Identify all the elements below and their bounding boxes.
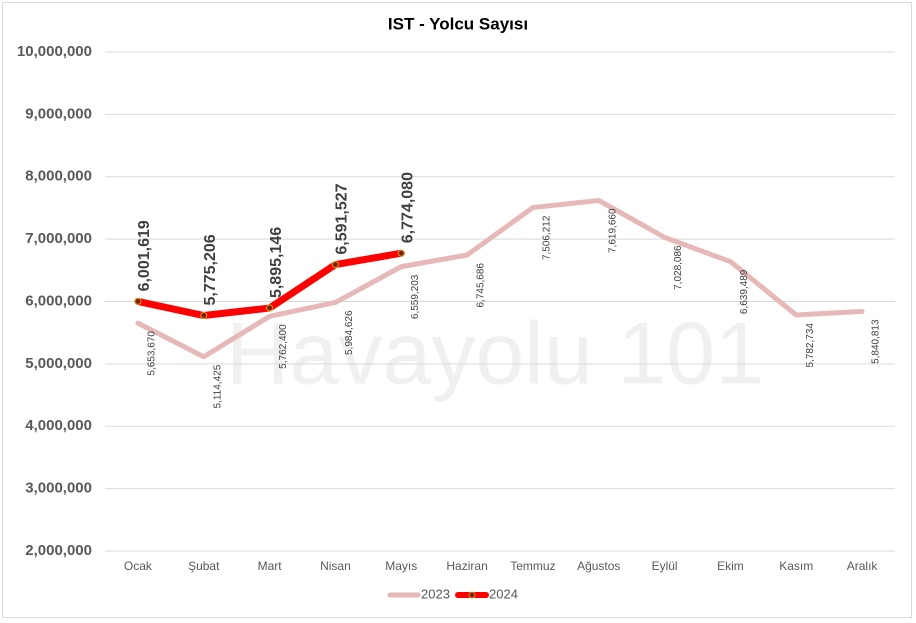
data-label: 6,639,489 [739,269,750,314]
data-label: 5,762,400 [278,324,289,369]
y-tick-label: 3,000,000 [25,480,92,497]
data-label: 6,774,080 [399,172,416,243]
y-tick-label: 8,000,000 [25,168,92,185]
data-label: 6,591,527 [334,183,351,254]
point-marker [200,312,208,320]
x-tick-label: Nisan [320,559,351,573]
point-marker [134,297,142,305]
x-tick-label: Ocak [124,559,153,573]
data-label: 5,775,206 [202,234,219,305]
y-tick-label: 4,000,000 [25,417,92,434]
x-tick-label: Temmuz [510,559,555,573]
data-label: 7,028,086 [673,245,684,290]
x-tick-label: Haziran [446,559,487,573]
point-marker [397,249,405,257]
x-tick-label: Mayıs [385,559,417,573]
y-tick-label: 7,000,000 [25,230,92,247]
y-tick-label: 6,000,000 [25,292,92,309]
x-tick-label: Eylül [652,559,678,573]
data-label: 6,559,203 [410,274,421,319]
legend-label: 2023 [421,586,450,601]
data-label: 5,653,670 [147,331,158,376]
x-tick-label: Kasım [779,559,813,573]
point-marker [266,304,274,312]
x-tick-label: Şubat [188,559,220,573]
x-tick-label: Ağustos [577,559,620,573]
legend-marker [468,591,476,599]
series-line [135,197,865,360]
x-tick-label: Aralık [847,559,879,573]
x-tick-label: Mart [258,559,283,573]
data-label: 7,619,660 [607,208,618,253]
data-label: 7,506,212 [542,215,553,260]
data-label: 5,895,146 [268,227,285,298]
data-label: 5,114,425 [212,364,223,408]
legend-label: 2024 [489,586,518,601]
point-marker [331,261,339,269]
y-tick-label: 5,000,000 [25,355,92,372]
y-tick-label: 10,000,000 [17,43,92,60]
data-label: 5,840,813 [871,319,882,364]
x-tick-label: Ekim [717,559,744,573]
data-label: 5,984,626 [344,310,355,355]
data-label: 6,745,686 [476,263,487,308]
data-label: 5,782,734 [805,323,816,368]
data-label: 6,001,619 [136,220,153,291]
watermark: Havayolu 101 [226,303,764,402]
chart-title: IST - Yolcu Sayısı [388,14,528,33]
y-tick-label: 2,000,000 [25,542,92,559]
y-tick-label: 9,000,000 [25,105,92,122]
